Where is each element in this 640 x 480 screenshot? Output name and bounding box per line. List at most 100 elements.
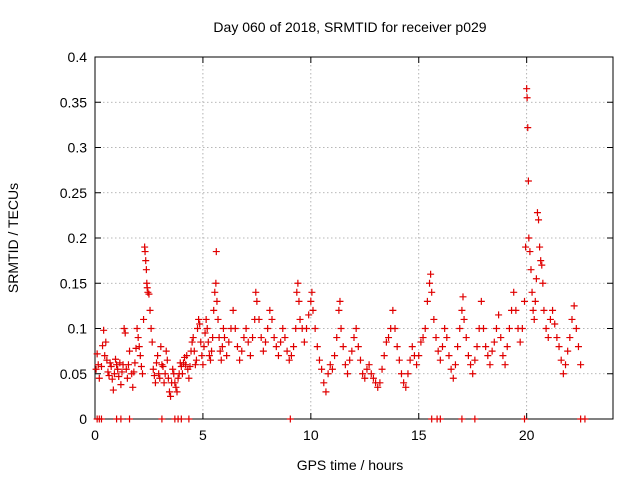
data-point [505, 325, 513, 332]
data-point [255, 315, 263, 323]
data-point [266, 306, 274, 314]
data-point [393, 343, 401, 351]
data-point [93, 350, 101, 358]
data-point [198, 352, 206, 360]
data-point [322, 388, 330, 396]
data-point [105, 372, 113, 380]
data-point [165, 388, 173, 396]
data-point [320, 379, 328, 387]
data-point [516, 338, 524, 346]
data-point [374, 383, 382, 391]
data-point [295, 297, 303, 305]
data-point [510, 288, 518, 296]
data-point [223, 352, 231, 360]
data-point [102, 338, 110, 346]
data-point [272, 343, 280, 351]
data-point [135, 343, 143, 351]
data-point [154, 352, 162, 360]
data-point [124, 361, 132, 369]
data-point [246, 352, 254, 360]
data-point [361, 374, 369, 382]
data-point [126, 415, 134, 423]
data-point [434, 347, 442, 355]
data-point [367, 370, 375, 378]
data-point [104, 368, 112, 376]
data-point [114, 365, 122, 373]
x-tick-label: 20 [519, 427, 535, 443]
data-point [551, 320, 559, 328]
data-point [484, 352, 492, 360]
data-point [107, 363, 115, 371]
data-point [521, 297, 529, 305]
data-point [389, 306, 397, 314]
data-point [486, 361, 494, 369]
data-point [210, 306, 218, 314]
data-point [141, 248, 149, 256]
data-point [211, 288, 219, 296]
data-point [268, 315, 276, 323]
data-point [115, 372, 123, 380]
data-point [459, 293, 467, 301]
data-point [242, 325, 250, 332]
y-tick-label: 0.35 [60, 94, 87, 110]
data-point [350, 334, 358, 342]
data-point [464, 352, 472, 360]
x-axis-label: GPS time / hours [297, 457, 404, 473]
data-point [113, 361, 121, 369]
data-point [264, 325, 272, 332]
data-point [436, 356, 444, 364]
data-point [562, 361, 570, 369]
data-point [574, 343, 582, 351]
data-point [204, 338, 212, 346]
data-point [318, 365, 326, 373]
data-point [300, 338, 308, 346]
data-point [185, 374, 193, 382]
data-point [467, 361, 475, 369]
data-point [190, 347, 198, 355]
data-point [309, 306, 317, 314]
data-point [205, 352, 213, 360]
data-point [219, 325, 227, 332]
data-point [477, 297, 485, 305]
data-point [192, 356, 200, 364]
data-point [126, 347, 134, 355]
data-point [142, 257, 150, 265]
data-point [169, 365, 177, 373]
data-point [524, 177, 532, 185]
data-point [262, 338, 270, 346]
data-point [365, 361, 373, 369]
data-point [426, 279, 434, 287]
y-tick-label: 0.25 [60, 185, 87, 201]
y-tick-label: 0.1 [68, 321, 88, 337]
data-point [469, 370, 477, 378]
data-point [451, 361, 459, 369]
data-point [143, 284, 151, 292]
data-point [555, 343, 563, 351]
data-point [523, 85, 531, 93]
data-point [546, 315, 554, 323]
data-point [526, 248, 534, 256]
data-point [473, 343, 481, 351]
data-point [378, 365, 386, 373]
data-point [428, 288, 436, 296]
data-point [283, 347, 291, 355]
data-point [503, 343, 511, 351]
data-point [173, 388, 181, 396]
data-point [156, 374, 164, 382]
data-point [352, 325, 360, 332]
data-point [177, 415, 185, 423]
y-tick-label: 0.4 [68, 49, 88, 65]
data-point [533, 209, 541, 217]
data-point [497, 334, 505, 342]
data-point [214, 315, 222, 323]
data-point [136, 352, 144, 360]
data-point [363, 365, 371, 373]
data-point [164, 374, 172, 382]
data-point [427, 270, 435, 278]
data-point [408, 343, 416, 351]
x-tick-label: 10 [303, 427, 319, 443]
data-point [346, 356, 354, 364]
data-point [208, 347, 216, 355]
data-point [231, 325, 239, 332]
data-point [116, 359, 124, 367]
